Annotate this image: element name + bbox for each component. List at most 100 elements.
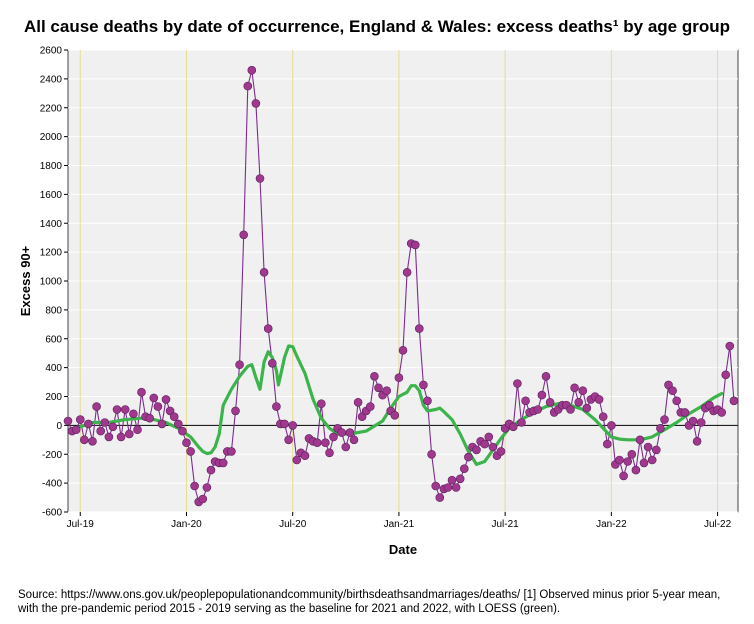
data-point: [259, 267, 269, 277]
data-point: [508, 422, 518, 432]
data-point: [357, 412, 367, 422]
data-point: [157, 419, 167, 429]
data-point: [537, 390, 547, 400]
data-point: [165, 406, 175, 416]
data-point: [513, 379, 522, 388]
data-point: [488, 442, 498, 452]
y-tick-label: 400: [45, 363, 62, 374]
data-point: [623, 457, 633, 466]
data-point: [349, 435, 359, 445]
data-point: [112, 405, 122, 414]
data-point: [125, 429, 134, 439]
data-point: [247, 65, 257, 75]
y-tick-label: 2000: [40, 132, 63, 143]
data-point: [398, 345, 408, 355]
data-point: [251, 99, 261, 108]
data-point: [480, 439, 490, 449]
data-point: [459, 464, 469, 474]
y-tick-label: -400: [42, 479, 62, 490]
data-point: [243, 81, 253, 91]
x-tick-label: Jul-19: [67, 519, 95, 530]
y-tick-label: 2200: [40, 103, 63, 114]
data-point: [365, 402, 375, 411]
data-point: [353, 397, 363, 407]
data-point: [284, 435, 293, 445]
data-point: [280, 419, 289, 429]
data-point: [668, 386, 677, 396]
grid-layer: [68, 49, 738, 513]
data-point: [607, 421, 616, 430]
data-point: [582, 403, 592, 413]
data-point: [198, 494, 208, 504]
data-point: [574, 397, 584, 407]
data-point: [570, 383, 579, 393]
data-point: [664, 380, 673, 390]
y-tick-label: 1800: [40, 161, 63, 172]
data-point: [464, 452, 473, 462]
data-point: [578, 386, 588, 396]
data-point: [80, 435, 89, 445]
data-point: [120, 405, 130, 414]
data-point: [202, 483, 212, 492]
data-point: [231, 406, 240, 416]
data-point: [149, 393, 159, 403]
data-point: [300, 451, 310, 461]
x-tick-label: Jan-22: [596, 519, 627, 530]
data-point: [656, 423, 665, 433]
data-point: [410, 240, 420, 250]
data-point: [545, 397, 555, 407]
y-tick-label: 1200: [40, 248, 63, 259]
data-point: [414, 324, 424, 333]
data-point: [129, 409, 138, 419]
data-point: [325, 448, 334, 458]
data-point: [651, 445, 661, 455]
data-point: [255, 174, 265, 183]
series-layer: [63, 65, 739, 507]
y-tick-label: 1400: [40, 219, 63, 230]
y-tick-label: 200: [45, 392, 62, 403]
data-point: [472, 445, 481, 455]
data-point: [431, 481, 441, 491]
data-point: [496, 447, 506, 456]
data-point: [423, 396, 432, 406]
data-point: [402, 267, 412, 277]
data-point: [235, 360, 244, 370]
data-point: [186, 447, 195, 456]
data-point: [390, 410, 400, 420]
data-point: [288, 421, 298, 430]
data-point: [88, 436, 97, 446]
x-axis: Jul-19 Jan-20 Jul-20 Jan-21 Jul-21 Jan-22 Jul-…: [67, 512, 732, 530]
data-point: [382, 386, 392, 396]
y-tick-label: -200: [42, 450, 62, 461]
x-tick-label: Jan-20: [171, 519, 202, 530]
data-point: [484, 432, 494, 442]
x-tick-label: Jul-21: [492, 519, 520, 530]
data-point: [96, 426, 105, 436]
data-point: [76, 415, 85, 424]
data-point: [419, 380, 428, 390]
data-point: [627, 449, 637, 459]
data-point: [643, 442, 653, 452]
data-point: [541, 371, 551, 381]
data-point: [227, 447, 236, 456]
data-point: [717, 408, 727, 417]
data-point: [329, 432, 338, 442]
data-point: [145, 413, 154, 423]
data-point: [451, 483, 461, 492]
y-tick-label: 1000: [40, 277, 63, 288]
data-point: [108, 422, 118, 432]
data-point: [218, 458, 228, 468]
data-point: [133, 425, 142, 435]
data-point: [594, 395, 604, 404]
data-point: [660, 415, 669, 424]
y-tick-label: -600: [42, 508, 62, 519]
x-axis-title: Date: [389, 542, 417, 557]
data-point: [169, 412, 179, 422]
data-point: [517, 418, 526, 427]
data-point: [635, 435, 645, 445]
data-point: [672, 396, 682, 406]
data-point: [647, 455, 657, 465]
data-point: [443, 483, 453, 492]
data-point: [394, 373, 404, 383]
